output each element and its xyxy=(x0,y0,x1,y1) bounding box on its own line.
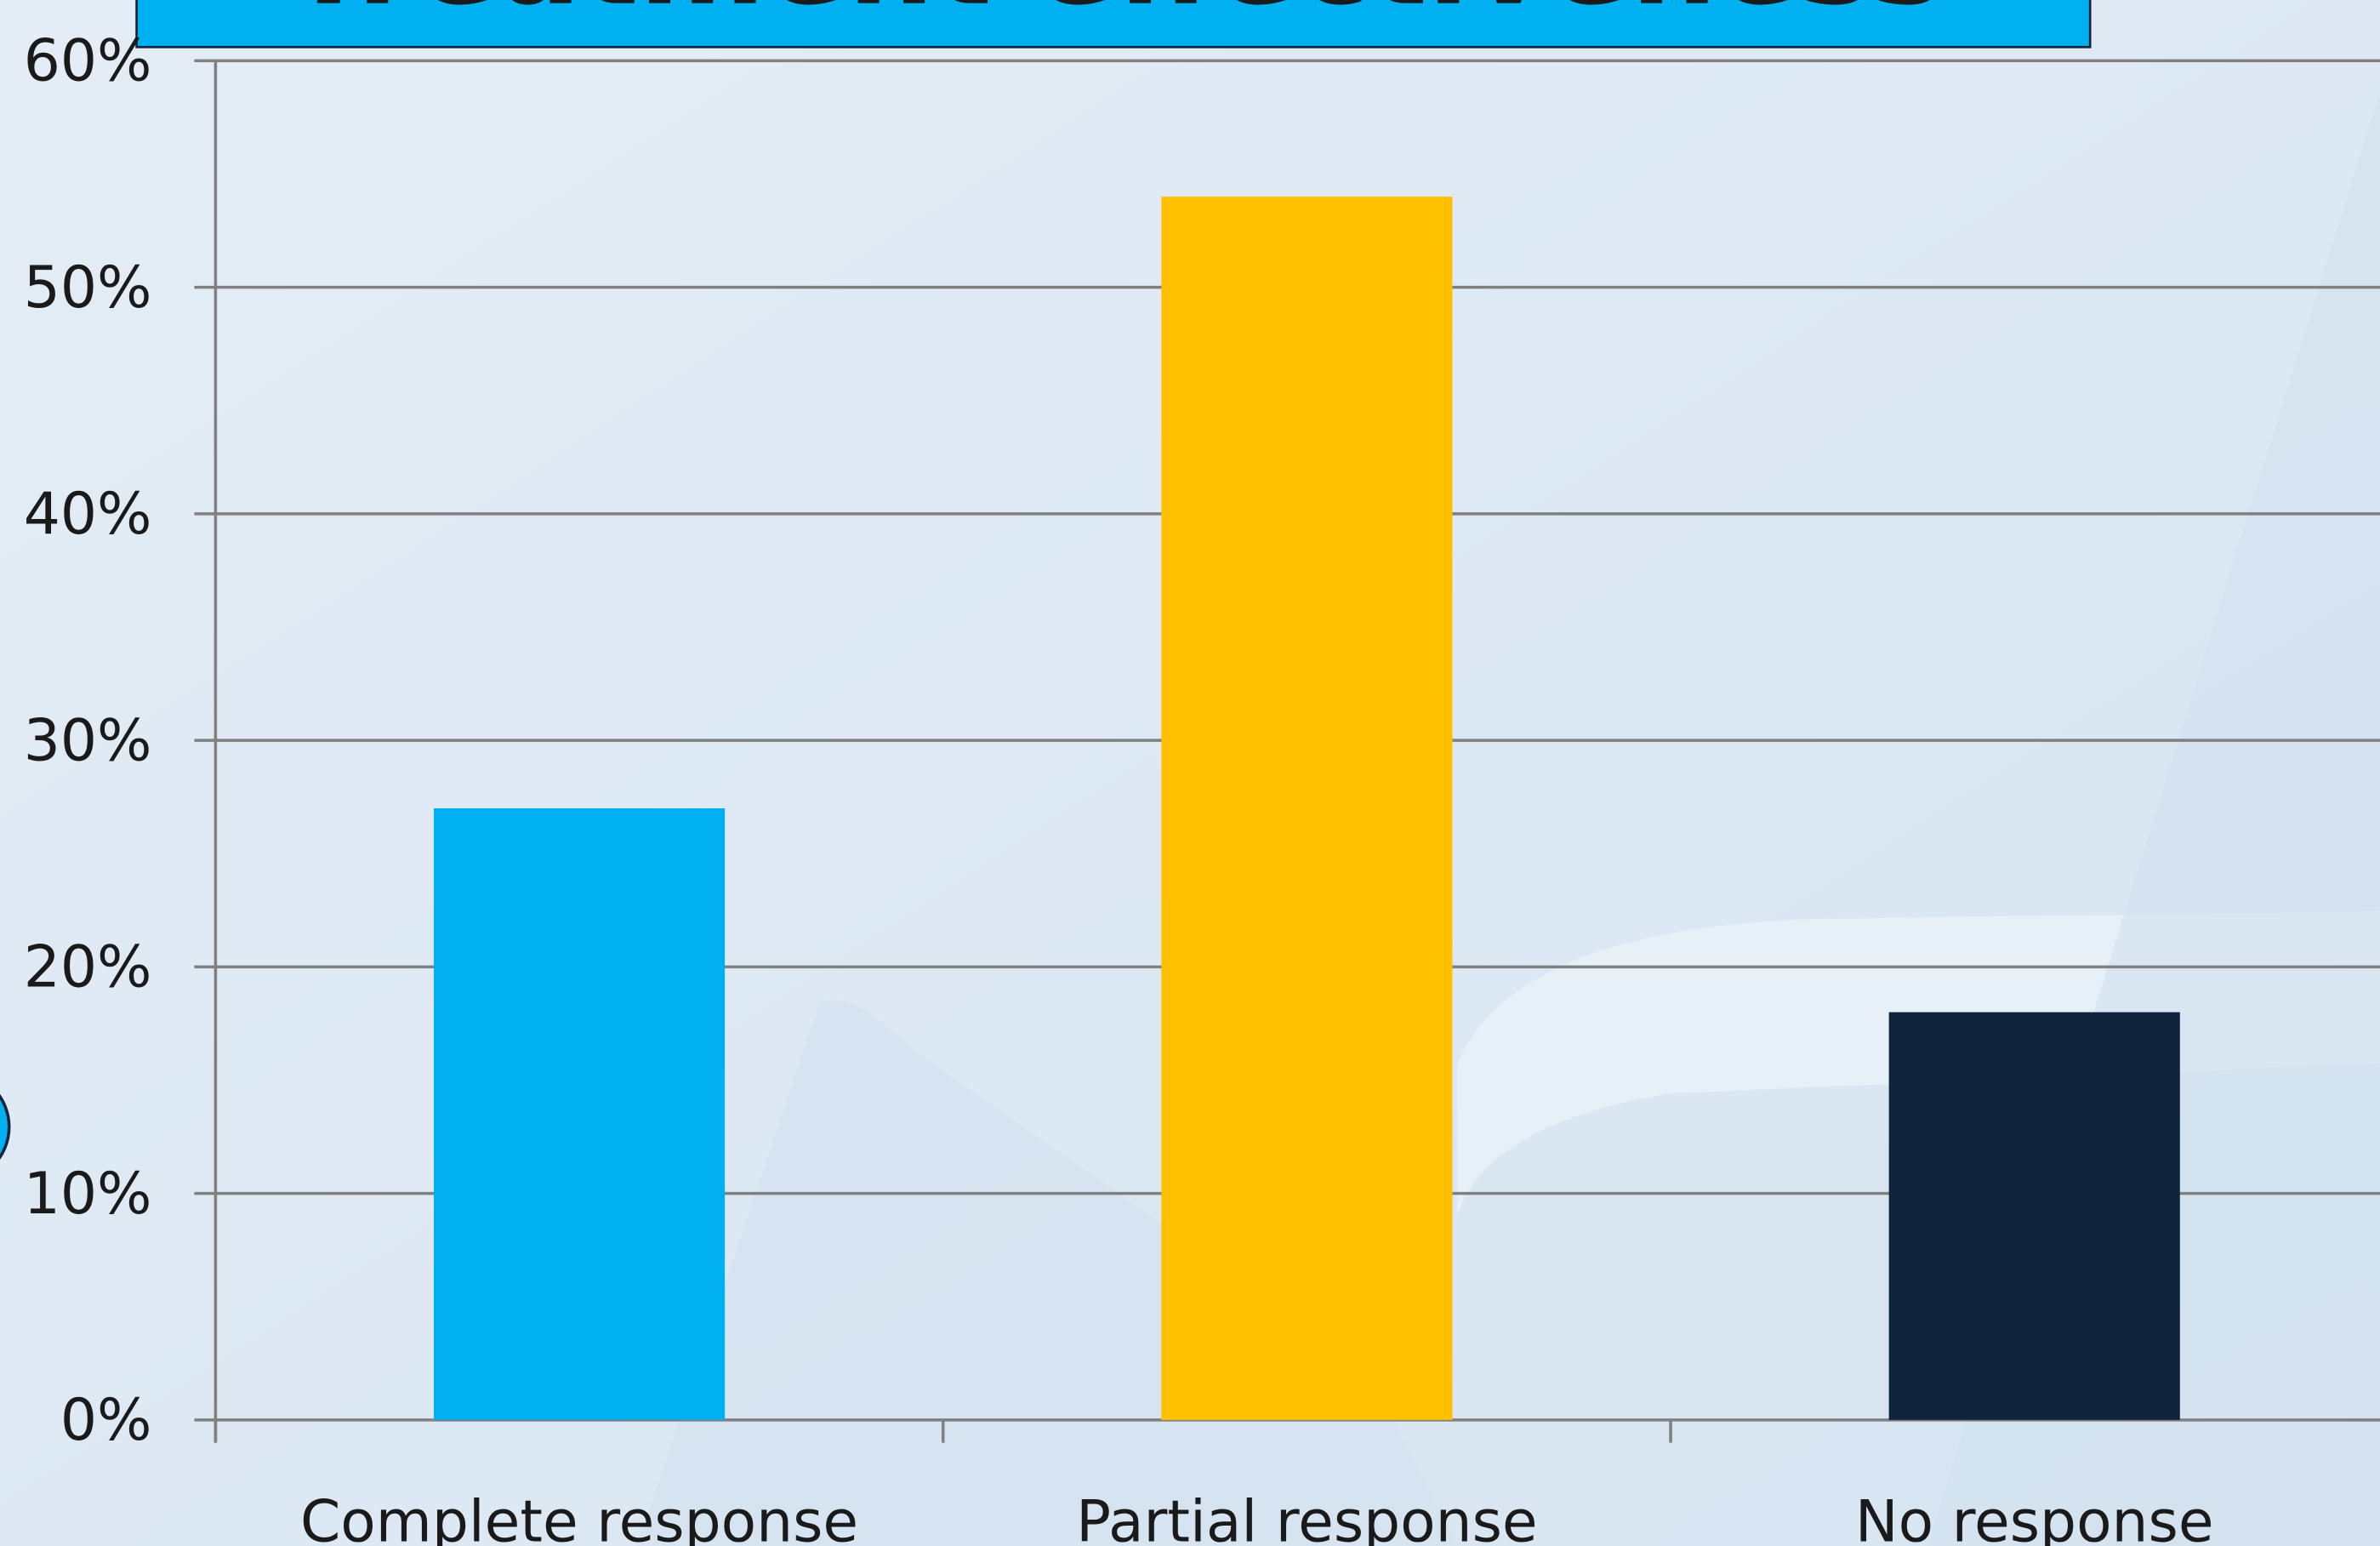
bar xyxy=(433,807,726,1420)
y-tick-label: 60% xyxy=(24,27,152,94)
chart-title: Treatment effectiveness xyxy=(288,0,1944,32)
bar xyxy=(1888,1012,2180,1420)
y-tick-label: 50% xyxy=(24,254,152,321)
y-tick-label: 10% xyxy=(24,1160,152,1227)
y-tick-label: 0% xyxy=(60,1386,152,1453)
y-tick-label: 40% xyxy=(24,480,152,547)
y-tick-label: 30% xyxy=(24,706,152,773)
x-tick-label: Partial response xyxy=(1076,1488,1537,1546)
decoration xyxy=(0,1093,11,1161)
x-tick-label: No response xyxy=(1855,1488,2214,1546)
y-tick-label: 20% xyxy=(24,933,152,1001)
plot-area: 0% 10% 20% 30% 40% 50% 60% Complete response Par… xyxy=(24,27,2380,1546)
title-box xyxy=(135,0,2092,48)
x-tick-label: Complete response xyxy=(300,1488,858,1546)
bar xyxy=(1161,197,1453,1420)
